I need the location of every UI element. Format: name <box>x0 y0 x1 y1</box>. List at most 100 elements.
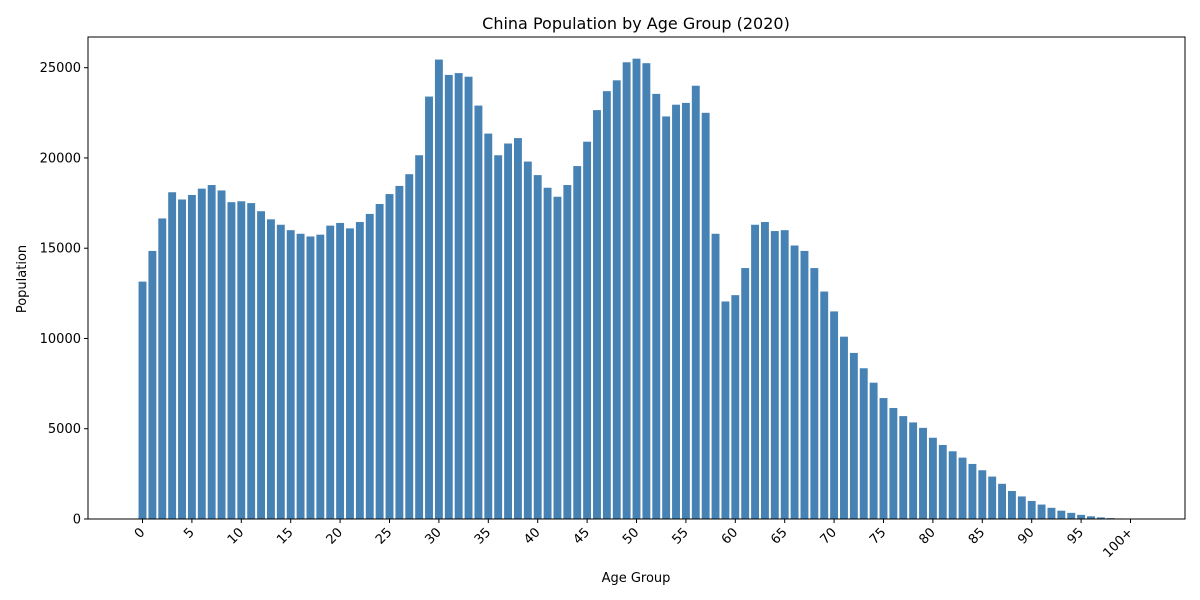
bar-age-64 <box>770 231 779 519</box>
x-axis-label: Age Group <box>602 571 671 586</box>
bar-age-52 <box>652 93 661 520</box>
x-tick-label: 25 <box>373 525 395 547</box>
bar-age-59 <box>721 301 730 519</box>
bar-age-20 <box>336 222 345 519</box>
bar-age-90 <box>1027 500 1036 519</box>
bar-age-81 <box>938 444 947 519</box>
bar-age-8 <box>217 190 226 519</box>
bar-age-15 <box>286 230 295 519</box>
x-tick-label: 0 <box>132 525 148 541</box>
bar-age-22 <box>355 222 364 520</box>
bar-age-38 <box>513 138 522 519</box>
bar-age-37 <box>504 143 513 519</box>
bar-age-18 <box>316 234 325 520</box>
bar-age-46 <box>593 110 601 520</box>
bar-age-1 <box>148 250 157 520</box>
bar-age-88 <box>1007 491 1016 519</box>
bar-age-65 <box>780 230 789 519</box>
y-axis-label: Population <box>15 245 30 313</box>
bar-age-42 <box>553 196 562 519</box>
bar-age-50 <box>632 58 641 519</box>
bar-age-71 <box>840 336 848 519</box>
bar-age-40 <box>533 175 542 519</box>
bar-age-56 <box>691 85 700 520</box>
x-tick-label: 50 <box>620 525 642 547</box>
bar-age-92 <box>1047 507 1056 519</box>
bar-age-61 <box>741 268 750 519</box>
bar-age-13 <box>266 219 275 519</box>
x-axis: 0 5 10 15 20 25 30 35 40 45 50 55 60 65 70 75 80 85 90 95 10… <box>132 519 1136 561</box>
bar-age-34 <box>474 105 483 519</box>
bar-age-47 <box>602 91 611 519</box>
x-tick-label: 90 <box>1015 525 1037 547</box>
bar-age-17 <box>306 236 315 520</box>
bar-age-26 <box>395 185 404 519</box>
bar-age-91 <box>1037 504 1046 519</box>
x-tick-label: 65 <box>768 525 790 547</box>
bar-age-66 <box>790 245 799 519</box>
bar-age-51 <box>642 63 651 520</box>
bar-age-28 <box>415 155 424 520</box>
bar-age-49 <box>622 62 631 520</box>
x-tick-label: 20 <box>324 525 346 547</box>
bar-age-16 <box>296 233 305 519</box>
bar-age-39 <box>523 161 532 519</box>
bar-age-4 <box>178 199 186 519</box>
bar-age-6 <box>197 188 206 519</box>
bar-age-36 <box>494 155 503 520</box>
bar-age-43 <box>563 185 572 519</box>
bar-age-45 <box>583 141 592 519</box>
y-tick-label: 5000 <box>48 422 81 437</box>
bar-age-87 <box>998 483 1007 519</box>
bars-group <box>138 58 1135 520</box>
bar-age-48 <box>612 80 621 519</box>
bar-age-78 <box>909 422 918 519</box>
bar-age-70 <box>830 311 839 519</box>
bar-age-75 <box>879 398 888 519</box>
y-tick-label: 25000 <box>40 61 81 76</box>
bar-age-57 <box>701 112 710 519</box>
bar-age-11 <box>247 203 256 519</box>
x-tick-label: 75 <box>867 525 889 547</box>
bar-age-58 <box>711 233 720 519</box>
y-tick-label: 15000 <box>40 242 81 257</box>
bar-age-77 <box>899 416 908 519</box>
bar-age-44 <box>573 166 582 519</box>
bar-age-27 <box>405 174 414 519</box>
x-tick-label: 70 <box>818 525 840 547</box>
bar-age-29 <box>425 96 433 519</box>
x-tick-label: 15 <box>274 525 296 547</box>
chart-title: China Population by Age Group (2020) <box>482 14 790 33</box>
bar-age-55 <box>681 102 690 519</box>
y-tick-label: 20000 <box>40 151 81 166</box>
x-tick-label: 35 <box>472 525 494 547</box>
bar-age-31 <box>444 74 453 519</box>
bar-age-10 <box>237 201 246 519</box>
bar-age-74 <box>869 382 878 519</box>
bar-age-21 <box>346 228 354 520</box>
bar-age-7 <box>207 185 216 519</box>
y-tick-label: 0 <box>73 513 81 528</box>
bar-age-14 <box>276 224 285 519</box>
bar-age-19 <box>326 225 335 519</box>
bar-age-73 <box>859 368 868 519</box>
bar-age-25 <box>385 194 394 519</box>
bar-age-79 <box>919 427 927 519</box>
bar-age-89 <box>1017 496 1026 519</box>
bar-age-63 <box>760 222 769 520</box>
bar-age-94 <box>1067 512 1076 519</box>
bar-age-84 <box>968 463 977 519</box>
y-tick-label: 10000 <box>40 332 81 347</box>
bar-age-60 <box>731 295 740 519</box>
bar-age-69 <box>820 291 829 519</box>
x-tick-label: 55 <box>669 525 691 547</box>
bar-age-82 <box>948 451 957 519</box>
x-tick-label: 85 <box>966 525 988 547</box>
bar-age-86 <box>988 476 997 519</box>
x-tick-label: 10 <box>225 525 247 547</box>
x-tick-label: 80 <box>916 525 938 547</box>
bar-age-54 <box>672 104 680 519</box>
bar-age-2 <box>158 218 167 519</box>
x-tick-label: 30 <box>422 525 444 547</box>
